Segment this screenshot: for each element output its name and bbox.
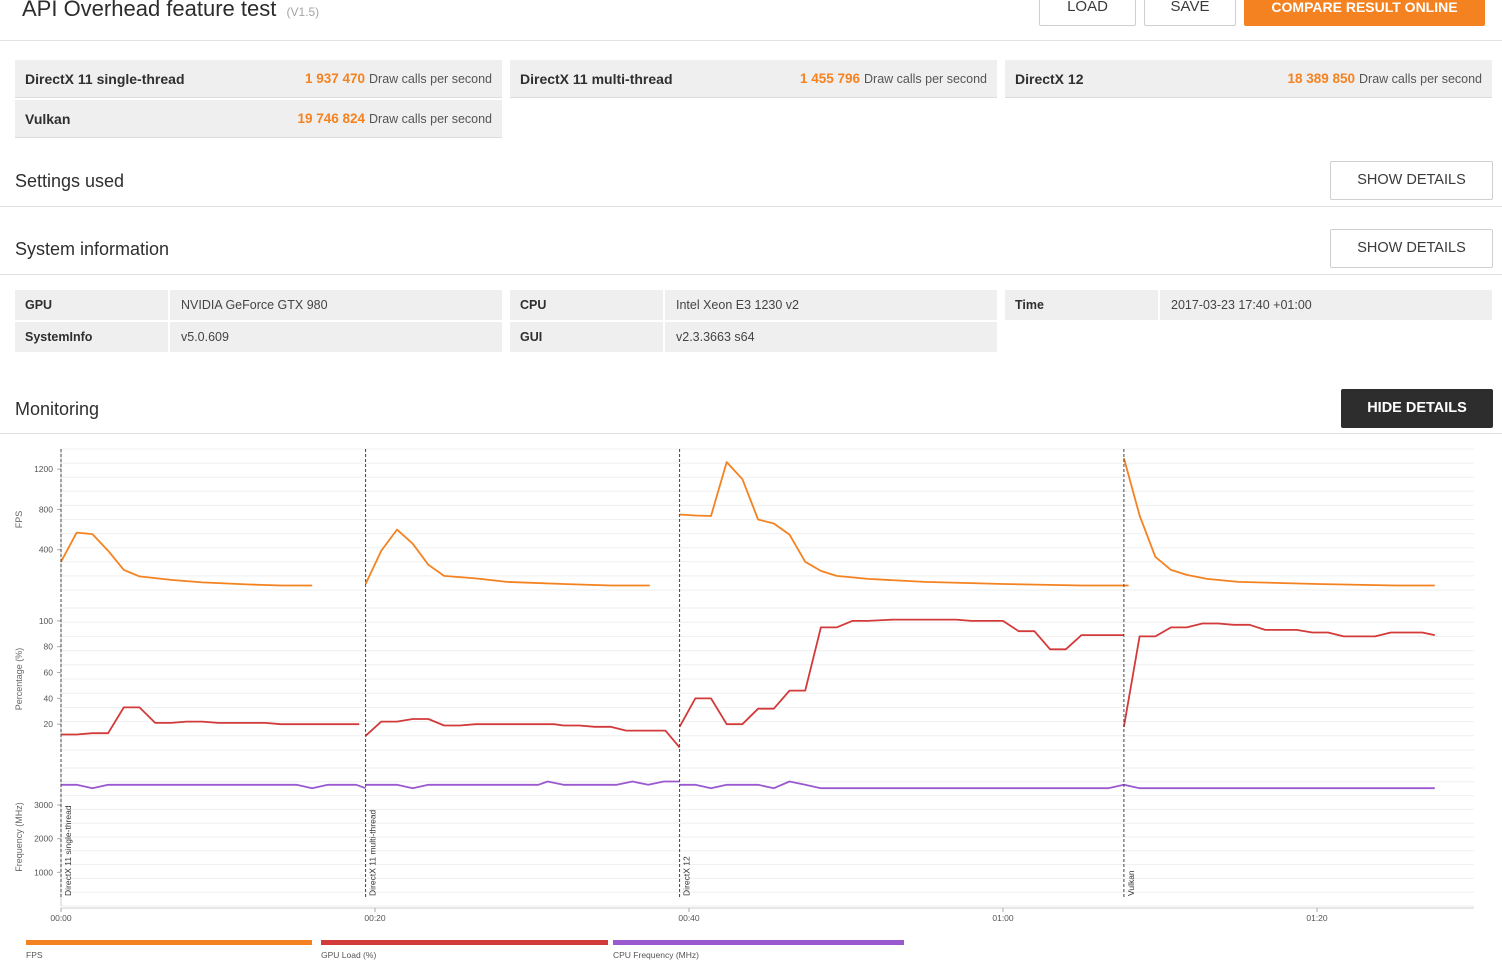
info-row-gui: GUI v2.3.3663 s64 <box>510 322 997 352</box>
settings-section: Settings used SHOW DETAILS <box>0 150 1502 207</box>
save-button[interactable]: SAVE <box>1144 0 1236 26</box>
score-card-dx11-single: DirectX 11 single-thread 1 937 470 Draw c… <box>15 60 502 98</box>
system-info-title: System information <box>15 239 170 259</box>
score-value-group: 1 455 796 Draw calls per second <box>800 71 987 86</box>
score-value-group: 1 937 470 Draw calls per second <box>305 71 492 86</box>
series-line <box>61 783 366 790</box>
monitoring-section: Monitoring HIDE DETAILS <box>0 378 1502 434</box>
y-tick-label: 2000 <box>34 834 53 844</box>
series-line <box>1123 622 1435 727</box>
y-tick-label: 800 <box>39 504 53 514</box>
y-tick-label: 400 <box>39 545 53 555</box>
info-label: GPU <box>15 290 168 320</box>
y-axis-label: Frequency (MHz) <box>14 802 24 872</box>
score-value: 1 937 470 <box>304 71 366 86</box>
settings-show-details-button[interactable]: SHOW DETAILS <box>1330 161 1493 200</box>
score-name: DirectX 12 <box>1015 71 1084 87</box>
score-value-group: 19 746 824 Draw calls per second <box>297 111 492 126</box>
legend-label: GPU Load (%) <box>321 950 376 960</box>
test-marker-label: Vulkan <box>1126 870 1136 896</box>
page-title: API Overhead feature test (V1.5) <box>22 0 319 22</box>
legend-swatch <box>26 940 312 945</box>
info-value: Intel Xeon E3 1230 v2 <box>665 290 997 320</box>
legend-swatch <box>613 940 904 945</box>
monitoring-title: Monitoring <box>15 399 100 419</box>
settings-title: Settings used <box>15 171 125 191</box>
y-tick-label: 100 <box>39 616 53 626</box>
y-axis-label: FPS <box>14 511 24 529</box>
series-line <box>61 706 360 736</box>
info-label: GUI <box>510 322 663 352</box>
legend-label: CPU Frequency (MHz) <box>613 950 699 960</box>
score-value: 1 455 796 <box>799 71 861 86</box>
series-line <box>1123 457 1435 587</box>
info-row-gpu: GPU NVIDIA GeForce GTX 980 <box>15 290 502 320</box>
score-unit: Draw calls per second <box>369 112 492 126</box>
series-line <box>365 780 680 790</box>
y-axis-label: Percentage (%) <box>14 648 24 711</box>
system-show-details-button[interactable]: SHOW DETAILS <box>1330 229 1493 268</box>
info-value: v5.0.609 <box>170 322 502 352</box>
score-card-dx12: DirectX 12 18 389 850 Draw calls per seco… <box>1005 60 1492 98</box>
page-header: API Overhead feature test (V1.5) LOAD SA… <box>0 0 1502 41</box>
series-line <box>678 618 1124 728</box>
system-info-section: System information SHOW DETAILS <box>0 218 1502 275</box>
series-line <box>364 528 650 587</box>
x-tick-label: 01:00 <box>992 913 1014 923</box>
x-tick-label: 00:40 <box>678 913 700 923</box>
x-tick-label: 00:00 <box>50 913 72 923</box>
info-value: 2017-03-23 17:40 +01:00 <box>1160 290 1492 320</box>
score-name: DirectX 11 multi-thread <box>520 71 673 87</box>
score-name: Vulkan <box>25 111 71 127</box>
monitoring-chart: 400 800 1200 FPS 20 40 60 80 100 Percentage (%) 10… <box>14 448 1474 960</box>
y-tick-label: 1200 <box>34 464 53 474</box>
y-tick-label: 80 <box>44 642 54 652</box>
score-value-group: 18 389 850 Draw calls per second <box>1287 71 1482 86</box>
info-row-systeminfo: SystemInfo v5.0.609 <box>15 322 502 352</box>
legend-label: FPS <box>26 950 43 960</box>
test-marker-label: DirectX 11 multi-thread <box>368 809 378 896</box>
legend-swatch <box>321 940 608 945</box>
score-unit: Draw calls per second <box>864 72 987 86</box>
y-tick-label: 1000 <box>34 867 53 877</box>
score-name: DirectX 11 single-thread <box>25 71 185 87</box>
y-tick-label: 60 <box>44 668 54 678</box>
score-card-vulkan: Vulkan 19 746 824 Draw calls per second <box>15 100 502 138</box>
score-unit: Draw calls per second <box>1359 72 1482 86</box>
score-card-dx11-multi: DirectX 11 multi-thread 1 455 796 Draw ca… <box>510 60 997 98</box>
y-tick-label: 20 <box>44 719 54 729</box>
score-unit: Draw calls per second <box>369 72 492 86</box>
series-line <box>1123 783 1435 790</box>
info-label: CPU <box>510 290 663 320</box>
y-tick-label: 3000 <box>34 800 53 810</box>
score-value: 18 389 850 <box>1287 71 1356 86</box>
hide-details-button[interactable]: HIDE DETAILS <box>1341 389 1493 428</box>
series-line <box>60 531 313 587</box>
load-button[interactable]: LOAD <box>1039 0 1136 26</box>
test-marker-label: DirectX 12 <box>682 856 692 896</box>
score-value: 19 746 824 <box>297 111 366 126</box>
x-tick-label: 01:20 <box>1306 913 1328 923</box>
info-value: v2.3.3663 s64 <box>665 322 997 352</box>
compare-result-online-button[interactable]: COMPARE RESULT ONLINE <box>1244 0 1485 26</box>
info-label: SystemInfo <box>15 322 168 352</box>
version-label: (V1.5) <box>286 5 320 19</box>
info-row-time: Time 2017-03-23 17:40 +01:00 <box>1005 290 1492 320</box>
x-tick-label: 00:20 <box>364 913 386 923</box>
series-line <box>364 718 681 748</box>
info-label: Time <box>1005 290 1158 320</box>
info-value: NVIDIA GeForce GTX 980 <box>170 290 502 320</box>
series-line <box>679 461 1129 587</box>
y-tick-label: 40 <box>44 693 54 703</box>
page-title-text: API Overhead feature test <box>22 0 277 21</box>
info-row-cpu: CPU Intel Xeon E3 1230 v2 <box>510 290 997 320</box>
test-marker-label: DirectX 11 single-thread <box>63 805 73 896</box>
series-line <box>679 780 1125 790</box>
